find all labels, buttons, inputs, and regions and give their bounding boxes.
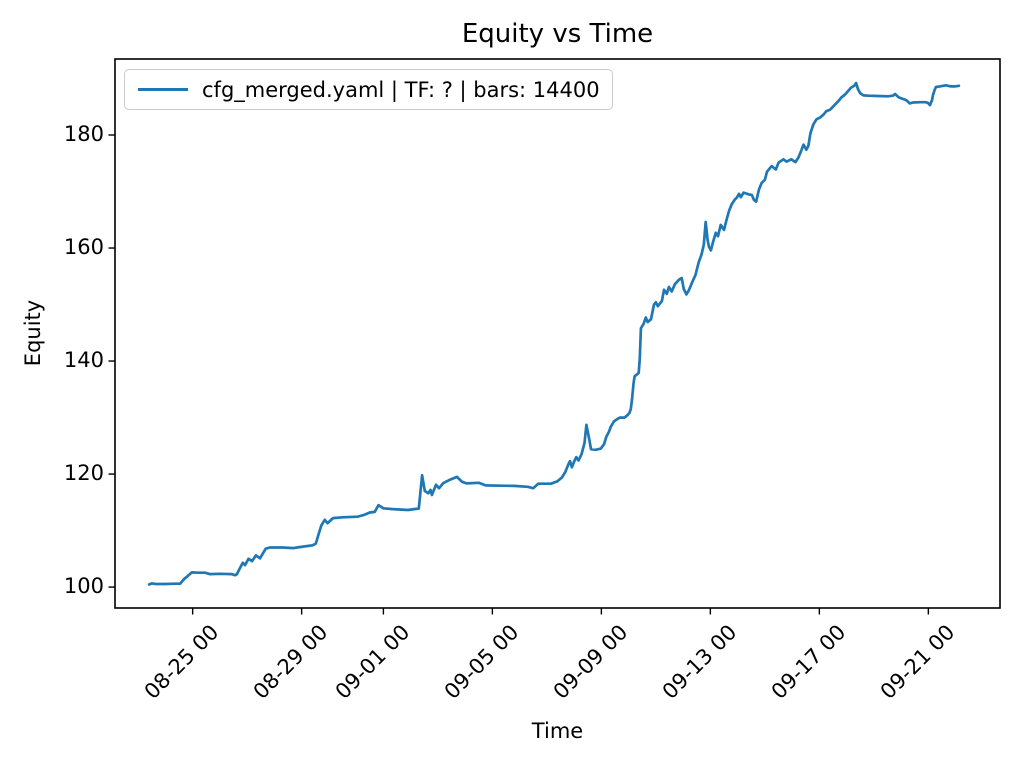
y-tick-label: 140 — [63, 348, 104, 373]
y-axis-label: Equity — [21, 299, 45, 367]
y-tick-label: 120 — [63, 461, 104, 486]
legend-entry-label: cfg_merged.yaml | TF: ? | bars: 14400 — [202, 77, 600, 102]
y-tick-label: 160 — [63, 235, 104, 260]
x-axis-label: Time — [531, 719, 584, 743]
chart-title: Equity vs Time — [461, 19, 654, 49]
legend: cfg_merged.yaml | TF: ? | bars: 14400 — [124, 69, 613, 110]
y-tick-label: 180 — [63, 122, 104, 146]
y-tick-label: 100 — [63, 574, 104, 599]
axes-frame — [114, 58, 1001, 609]
legend-line-swatch — [138, 88, 188, 91]
equity-series-line — [147, 81, 961, 586]
